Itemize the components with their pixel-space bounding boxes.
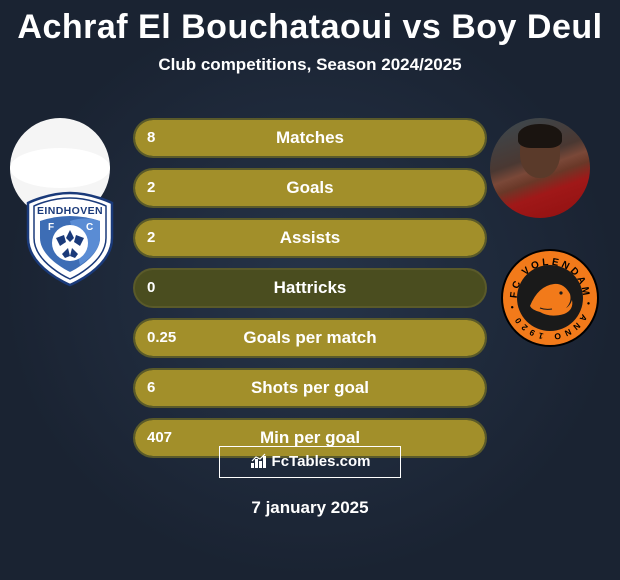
stat-label: Goals [135,170,485,206]
stat-row: 2Assists [133,218,487,258]
stat-label: Hattricks [135,270,485,306]
stat-label: Shots per goal [135,370,485,406]
title: Achraf El Bouchataoui vs Boy Deul [0,0,620,47]
date: 7 january 2025 [0,498,620,518]
stat-row: 0.25Goals per match [133,318,487,358]
stat-row: 0Hattricks [133,268,487,308]
subtitle: Club competitions, Season 2024/2025 [0,55,620,75]
stat-row: 407Min per goal [133,418,487,458]
stat-label: Matches [135,120,485,156]
stat-label: Min per goal [135,420,485,456]
stat-label: Goals per match [135,320,485,356]
comparison-card: Achraf El Bouchataoui vs Boy Deul Club c… [0,0,620,580]
stat-row: 6Shots per goal [133,368,487,408]
stats-list: 8Matches 2Goals 2Assists 0Hattricks 0.25Goal… [0,118,620,468]
stat-row: 8Matches [133,118,487,158]
stat-label: Assists [135,220,485,256]
stat-row: 2Goals [133,168,487,208]
